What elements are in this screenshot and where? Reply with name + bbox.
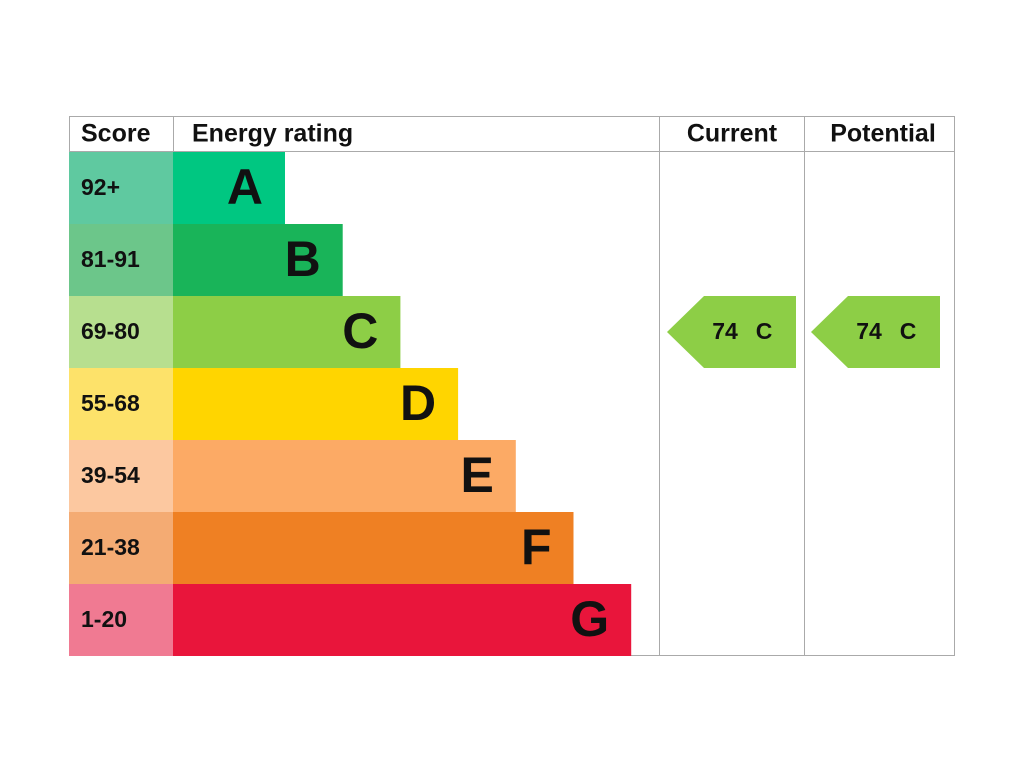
score-range: 1-20 [81, 606, 127, 632]
potential-arrow [811, 296, 940, 368]
rating-bar [173, 224, 343, 296]
score-range: 69-80 [81, 318, 140, 344]
rating-bar [173, 440, 516, 512]
score-header: Score [81, 120, 151, 148]
score-range: 39-54 [81, 462, 140, 488]
potential-header: Potential [830, 120, 936, 148]
score-range: 21-38 [81, 534, 140, 560]
rating-letter: E [460, 447, 493, 503]
rating-letter: F [521, 519, 552, 575]
current-score: 74 [712, 318, 738, 344]
rating-bar [173, 368, 459, 440]
rating-letter: B [285, 231, 321, 287]
score-cell [69, 152, 173, 224]
score-cell [69, 296, 173, 368]
rating-bar [173, 152, 285, 224]
rating-header: Energy rating [192, 120, 353, 148]
current-rating: C [756, 318, 773, 344]
score-cell [69, 440, 173, 512]
potential-score: 74 [856, 318, 882, 344]
potential-rating: C [900, 318, 917, 344]
rating-letter: C [342, 303, 378, 359]
current-arrow [667, 296, 796, 368]
score-cell [69, 224, 173, 296]
current-header: Current [687, 120, 778, 148]
score-cell [69, 584, 173, 656]
score-cell [69, 512, 173, 584]
score-range: 55-68 [81, 390, 140, 416]
score-cell [69, 368, 173, 440]
rating-letter: G [570, 591, 609, 647]
score-range: 92+ [81, 174, 120, 200]
rating-bar [173, 296, 401, 368]
rating-letter: A [227, 159, 263, 215]
score-range: 81-91 [81, 246, 140, 272]
rating-bar [173, 584, 632, 656]
rating-letter: D [400, 375, 436, 431]
rating-bar [173, 512, 574, 584]
